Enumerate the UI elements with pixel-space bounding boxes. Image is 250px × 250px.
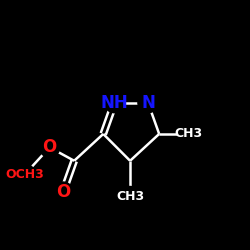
Circle shape [138,92,158,113]
Circle shape [53,182,73,202]
Circle shape [104,92,124,113]
Text: O: O [56,183,70,201]
Text: O: O [42,138,57,156]
Text: NH: NH [100,94,128,112]
Text: CH3: CH3 [116,190,144,203]
Text: OCH3: OCH3 [6,168,44,181]
Circle shape [178,124,198,144]
Text: N: N [141,94,155,112]
Circle shape [15,164,35,184]
Circle shape [40,137,60,158]
Text: CH3: CH3 [174,128,202,140]
Circle shape [120,186,140,206]
